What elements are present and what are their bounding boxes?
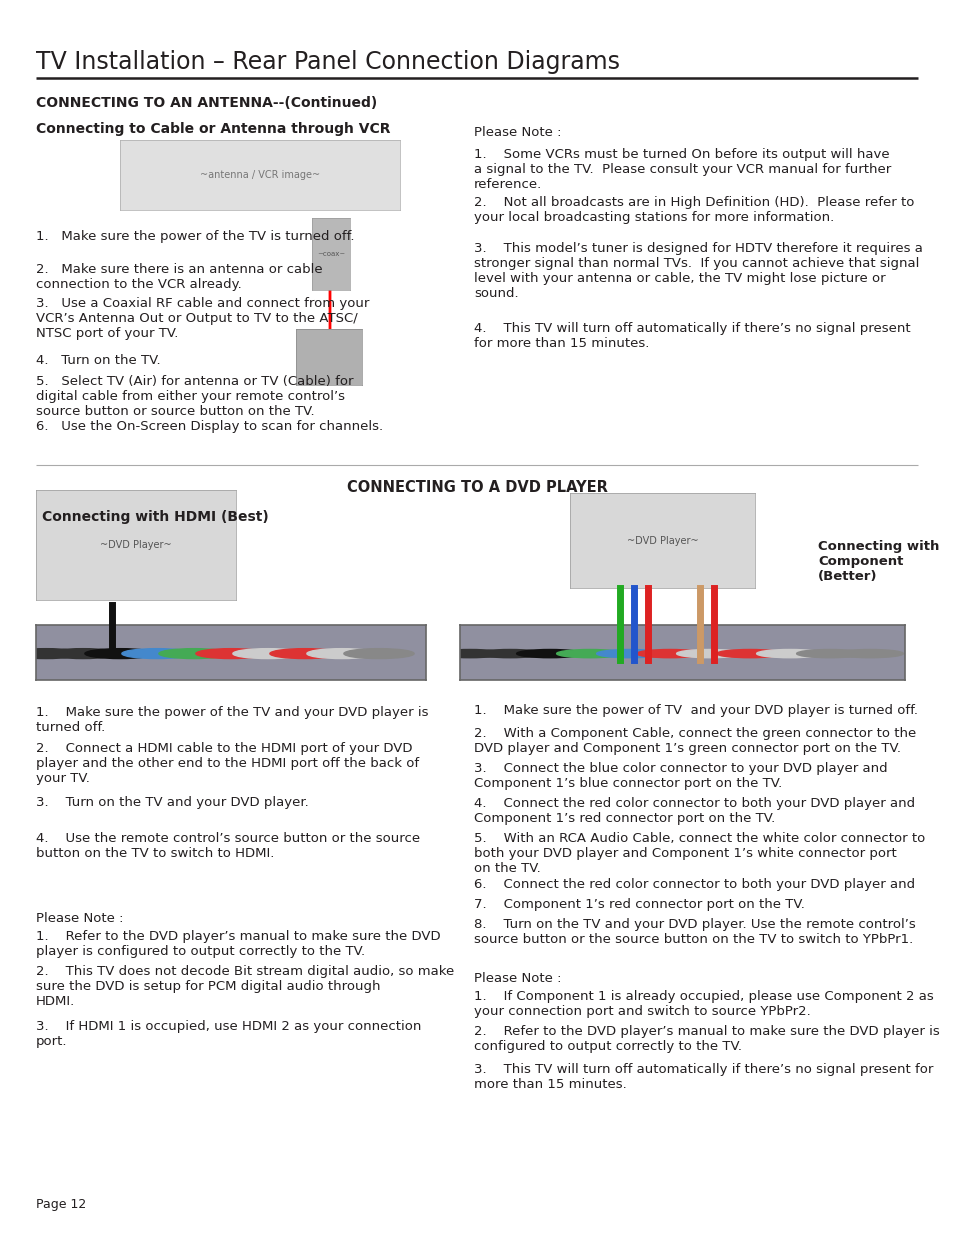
Text: 3.    If HDMI 1 is occupied, use HDMI 2 as your connection
port.: 3. If HDMI 1 is occupied, use HDMI 2 as … [36, 1020, 421, 1049]
Circle shape [343, 648, 414, 658]
Text: 4.    Connect the red color connector to both your DVD player and
Component 1’s : 4. Connect the red color connector to bo… [474, 797, 914, 825]
Text: 2.    Refer to the DVD player’s manual to make sure the DVD player is
configured: 2. Refer to the DVD player’s manual to m… [474, 1025, 939, 1053]
Text: 8.    Turn on the TV and your DVD player. Use the remote control’s
source button: 8. Turn on the TV and your DVD player. U… [474, 918, 915, 946]
Circle shape [476, 650, 543, 658]
Circle shape [716, 650, 782, 658]
Text: Please Note :: Please Note : [474, 972, 561, 986]
Text: 1.   Make sure the power of the TV is turned off.: 1. Make sure the power of the TV is turn… [36, 230, 355, 243]
Text: 1.    Refer to the DVD player’s manual to make sure the DVD
player is configured: 1. Refer to the DVD player’s manual to m… [36, 930, 440, 958]
Text: 4.   Turn on the TV.: 4. Turn on the TV. [36, 354, 160, 367]
Text: 4.    Use the remote control’s source button or the source
button on the TV to s: 4. Use the remote control’s source butto… [36, 832, 419, 860]
Text: 2.   Make sure there is an antenna or cable
connection to the VCR already.: 2. Make sure there is an antenna or cabl… [36, 263, 322, 291]
Text: 7.    Component 1’s red connector port on the TV.: 7. Component 1’s red connector port on t… [474, 898, 804, 911]
Text: 2.    Not all broadcasts are in High Definition (HD).  Please refer to
your loca: 2. Not all broadcasts are in High Defini… [474, 196, 914, 224]
Text: 1.    Make sure the power of TV  and your DVD player is turned off.: 1. Make sure the power of TV and your DV… [474, 704, 917, 718]
Text: ~DVD Player~: ~DVD Player~ [100, 540, 172, 550]
Circle shape [195, 648, 266, 658]
Text: 6.    Connect the red color connector to both your DVD player and: 6. Connect the red color connector to bo… [474, 878, 914, 890]
Text: 3.   Use a Coaxial RF cable and connect from your
VCR’s Antenna Out or Output to: 3. Use a Coaxial RF cable and connect fr… [36, 296, 369, 340]
Text: TV Installation – Rear Panel Connection Diagrams: TV Installation – Rear Panel Connection … [36, 49, 619, 74]
Text: Please Note :: Please Note : [474, 126, 561, 140]
Text: ~coax~: ~coax~ [316, 251, 345, 257]
Text: 5.   Select TV (Air) for antenna or TV (Cable) for
digital cable from either you: 5. Select TV (Air) for antenna or TV (Ca… [36, 375, 354, 417]
Text: 6.   Use the On-Screen Display to scan for channels.: 6. Use the On-Screen Display to scan for… [36, 420, 383, 433]
Circle shape [517, 650, 583, 658]
Text: Connecting with HDMI (Best): Connecting with HDMI (Best) [42, 510, 268, 524]
Text: 3.    This model’s tuner is designed for HDTV therefore it requires a
stronger s: 3. This model’s tuner is designed for HD… [474, 242, 923, 300]
Text: CONNECTING TO AN ANTENNA--(Continued): CONNECTING TO AN ANTENNA--(Continued) [36, 96, 376, 110]
Text: ~antenna / VCR image~: ~antenna / VCR image~ [200, 170, 319, 180]
Circle shape [48, 648, 118, 658]
Text: 1.    Make sure the power of the TV and your DVD player is
turned off.: 1. Make sure the power of the TV and you… [36, 706, 428, 734]
Text: 2.    This TV does not decode Bit stream digital audio, so make
sure the DVD is : 2. This TV does not decode Bit stream di… [36, 965, 454, 1008]
Text: Connecting with
Component
(Better): Connecting with Component (Better) [817, 540, 939, 583]
Circle shape [233, 648, 303, 658]
Text: Please Note :: Please Note : [36, 911, 123, 925]
Text: ~DVD Player~: ~DVD Player~ [626, 536, 698, 546]
Circle shape [596, 650, 662, 658]
Text: 2.    Connect a HDMI cable to the HDMI port of your DVD
player and the other end: 2. Connect a HDMI cable to the HDMI port… [36, 742, 418, 785]
Circle shape [836, 650, 902, 658]
Circle shape [122, 648, 192, 658]
Circle shape [636, 650, 702, 658]
Text: 3.    Turn on the TV and your DVD player.: 3. Turn on the TV and your DVD player. [36, 797, 309, 809]
Text: 3.    This TV will turn off automatically if there’s no signal present for
more : 3. This TV will turn off automatically i… [474, 1063, 933, 1091]
Circle shape [556, 650, 622, 658]
Circle shape [756, 650, 822, 658]
Circle shape [10, 648, 81, 658]
Text: CONNECTING TO A DVD PLAYER: CONNECTING TO A DVD PLAYER [346, 480, 607, 495]
Text: 1.    If Component 1 is already occupied, please use Component 2 as
your connect: 1. If Component 1 is already occupied, p… [474, 990, 933, 1018]
Circle shape [676, 650, 742, 658]
Circle shape [270, 648, 339, 658]
Text: Connecting to Cable or Antenna through VCR: Connecting to Cable or Antenna through V… [36, 122, 390, 136]
Text: 5.    With an RCA Audio Cable, connect the white color connector to
both your DV: 5. With an RCA Audio Cable, connect the … [474, 832, 924, 876]
Circle shape [159, 648, 229, 658]
Circle shape [85, 648, 155, 658]
Text: Page 12: Page 12 [36, 1198, 86, 1212]
Text: 2.    With a Component Cable, connect the green connector to the
DVD player and : 2. With a Component Cable, connect the g… [474, 727, 916, 755]
Text: 4.    This TV will turn off automatically if there’s no signal present
for more : 4. This TV will turn off automatically i… [474, 322, 910, 350]
Circle shape [436, 650, 503, 658]
Circle shape [796, 650, 862, 658]
Text: 3.    Connect the blue color connector to your DVD player and
Component 1’s blue: 3. Connect the blue color connector to y… [474, 762, 887, 790]
Text: 1.    Some VCRs must be turned On before its output will have
a signal to the TV: 1. Some VCRs must be turned On before it… [474, 148, 890, 191]
Circle shape [307, 648, 376, 658]
